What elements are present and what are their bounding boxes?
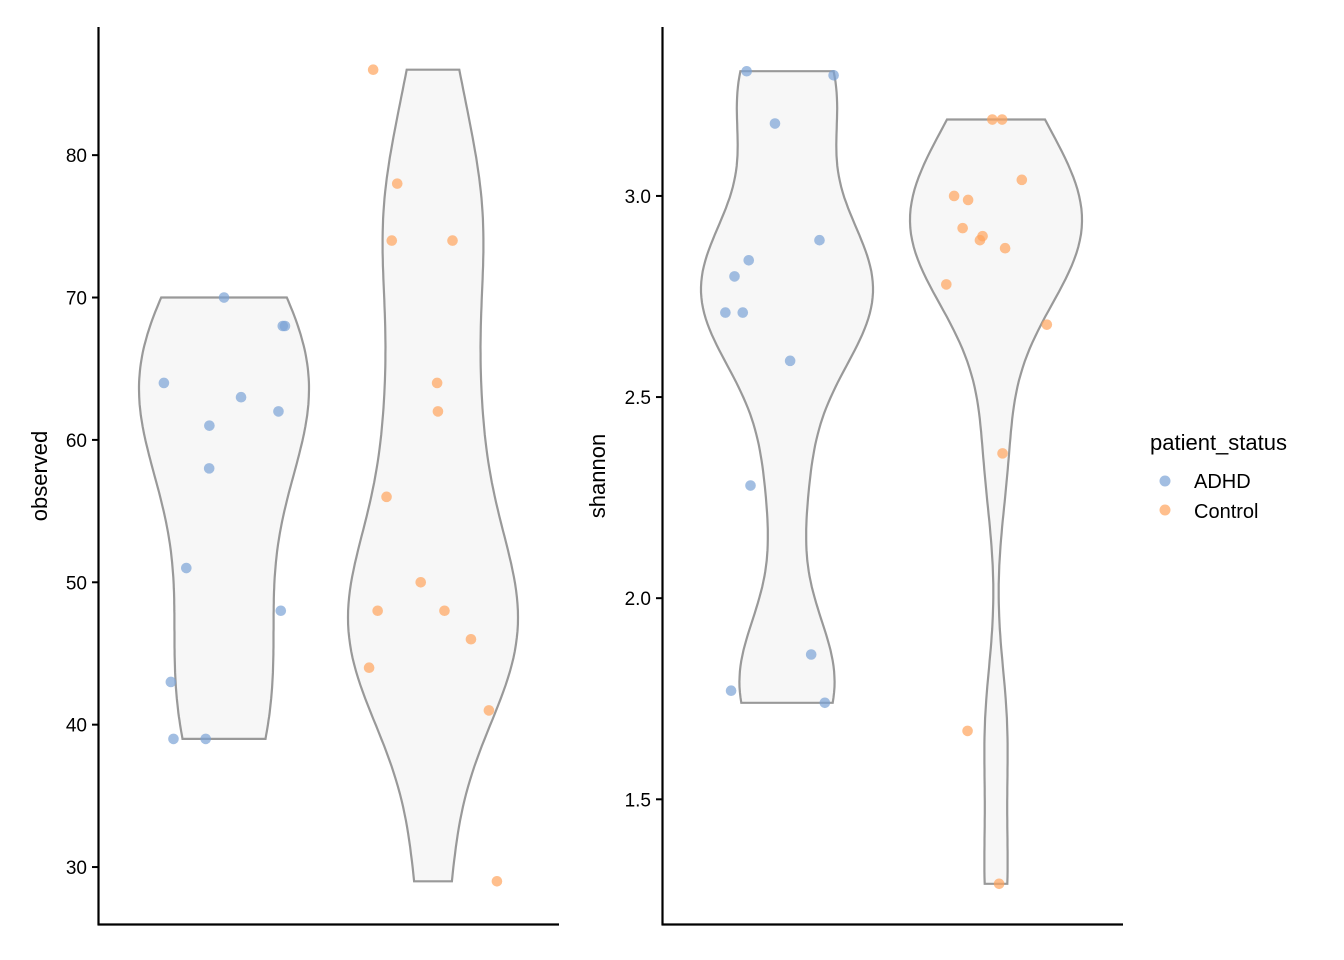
violin-control	[346, 68, 520, 883]
point-control	[432, 406, 444, 417]
point-adhd	[737, 307, 749, 318]
point-adhd	[814, 234, 825, 246]
point-adhd	[235, 391, 247, 403]
y-tick-label: 50	[66, 573, 87, 594]
point-adhd	[168, 733, 179, 745]
violins	[699, 70, 1084, 885]
point-control	[974, 234, 986, 246]
legend-title: patient_status	[1150, 430, 1287, 455]
point-control	[465, 633, 477, 645]
point-adhd	[181, 562, 192, 574]
point-adhd	[200, 733, 211, 745]
y-tick-label: 60	[66, 431, 87, 452]
violins	[137, 68, 520, 883]
point-control	[948, 190, 960, 202]
y-axis-title: observed	[27, 431, 52, 522]
y-tick-label: 1.5	[625, 790, 651, 811]
point-adhd	[805, 649, 817, 660]
y-tick-label: 80	[66, 146, 87, 167]
point-control	[491, 875, 503, 887]
point-adhd	[720, 307, 731, 318]
point-control	[999, 242, 1011, 254]
point-adhd	[741, 65, 752, 77]
point-control	[367, 64, 379, 76]
observed-panel: 30 40 50 60 70 80 observed	[27, 27, 559, 926]
point-control	[941, 279, 952, 290]
point-control	[1041, 319, 1053, 330]
y-axis-title: shannon	[585, 434, 610, 518]
y-tick-label: 2.5	[625, 388, 651, 409]
data-points	[158, 64, 503, 887]
point-adhd	[203, 463, 215, 474]
violin-adhd	[137, 296, 311, 740]
legend-label-control: Control	[1194, 501, 1258, 523]
point-control	[957, 222, 968, 234]
point-control	[381, 491, 392, 503]
point-control	[997, 448, 1008, 459]
point-adhd	[158, 377, 170, 389]
point-control	[415, 576, 427, 588]
point-adhd	[275, 605, 287, 617]
point-control	[996, 114, 1008, 125]
point-control	[372, 605, 383, 617]
point-adhd	[218, 292, 230, 303]
violin-adhd	[699, 70, 875, 704]
y-tick-label: 2.0	[625, 589, 651, 610]
y-tick-label: 70	[66, 289, 87, 310]
point-adhd	[819, 697, 831, 709]
legend-key-adhd	[1159, 475, 1171, 487]
point-control	[962, 194, 974, 206]
point-control	[962, 725, 973, 737]
point-control	[431, 377, 443, 389]
point-control	[439, 605, 450, 617]
point-control	[483, 705, 495, 716]
legend: patient_status ADHD Control	[1150, 430, 1287, 523]
point-adhd	[725, 685, 737, 696]
point-control	[386, 235, 398, 246]
point-adhd	[784, 355, 796, 367]
y-tick-label: 30	[66, 858, 87, 879]
point-adhd	[743, 255, 755, 266]
point-adhd	[745, 480, 756, 491]
point-adhd	[828, 69, 839, 81]
shannon-panel: 1.5 2.0 2.5 3.0 shannon	[585, 27, 1123, 926]
point-control	[987, 114, 998, 125]
point-control	[363, 662, 375, 674]
point-control	[993, 878, 1005, 890]
point-control	[1016, 174, 1028, 186]
point-adhd	[273, 406, 284, 417]
y-axis-ticks: 1.5 2.0 2.5 3.0	[625, 187, 663, 811]
y-tick-label: 40	[66, 716, 87, 737]
legend-label-adhd: ADHD	[1194, 471, 1251, 493]
legend-item-control: Control	[1159, 501, 1258, 523]
point-adhd	[165, 676, 177, 688]
legend-item-adhd: ADHD	[1159, 471, 1251, 493]
legend-key-control	[1159, 504, 1171, 516]
point-adhd	[279, 320, 291, 332]
point-adhd	[729, 271, 740, 282]
point-control	[447, 235, 458, 246]
y-tick-label: 3.0	[625, 187, 651, 208]
point-control	[391, 178, 403, 189]
point-adhd	[204, 420, 215, 431]
violin-control	[908, 118, 1084, 885]
data-points	[720, 65, 1053, 890]
y-axis-ticks: 30 40 50 60 70 80	[66, 146, 99, 879]
point-adhd	[769, 118, 781, 129]
